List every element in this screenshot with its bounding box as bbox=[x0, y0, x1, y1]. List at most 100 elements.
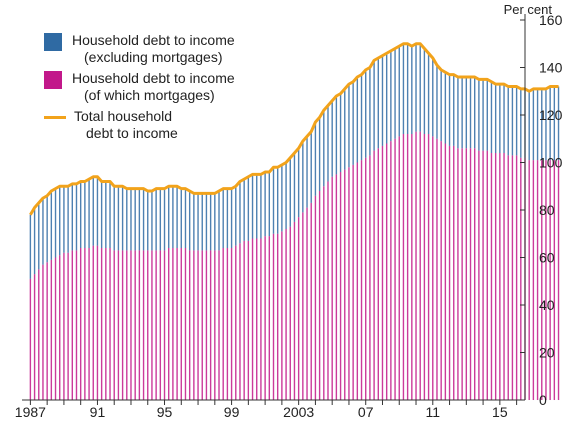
bar-non-mortgage bbox=[218, 191, 220, 251]
bar-non-mortgage bbox=[142, 188, 145, 251]
bar-mortgages bbox=[281, 231, 283, 401]
bar-mortgages bbox=[302, 212, 304, 401]
y-tick-label: 140 bbox=[539, 60, 563, 76]
bar-mortgages bbox=[54, 257, 57, 400]
bar-mortgages bbox=[348, 167, 350, 400]
bar-mortgages bbox=[88, 248, 90, 400]
bar-non-mortgage bbox=[390, 50, 392, 142]
bar-non-mortgage bbox=[272, 167, 275, 234]
bar-non-mortgage bbox=[29, 214, 32, 279]
bar-mortgages bbox=[92, 245, 94, 401]
bar-non-mortgage bbox=[503, 84, 505, 154]
axes-layer: 0 20 40 60 80 100 120 140 160 1987 91 95 99 2003 07 11 1… bbox=[15, 12, 563, 420]
bar-mortgages bbox=[264, 236, 266, 401]
bar-mortgages bbox=[323, 186, 325, 400]
bar-non-mortgage bbox=[406, 43, 409, 134]
y-tick-label: 0 bbox=[539, 392, 547, 408]
bar-mortgages bbox=[448, 145, 451, 400]
bar-mortgages bbox=[465, 148, 468, 400]
bar-non-mortgage bbox=[318, 117, 321, 191]
bar-mortgages bbox=[142, 250, 145, 401]
bar-mortgages bbox=[172, 248, 174, 400]
bar-mortgages bbox=[385, 143, 388, 400]
bar-mortgages bbox=[528, 160, 530, 401]
bar-mortgages bbox=[557, 160, 560, 401]
bar-non-mortgage bbox=[448, 74, 451, 146]
x-tick-label: 95 bbox=[157, 404, 173, 420]
bar-non-mortgage bbox=[260, 174, 262, 239]
bar-non-mortgage bbox=[42, 198, 44, 265]
bar-mortgages bbox=[365, 157, 367, 400]
bar-non-mortgage bbox=[134, 188, 136, 251]
bar-mortgages bbox=[188, 250, 191, 401]
bar-mortgages bbox=[520, 157, 522, 400]
bar-non-mortgage bbox=[46, 195, 48, 263]
bar-non-mortgage bbox=[243, 179, 245, 241]
legend-label-total-line1: Total household bbox=[74, 108, 173, 124]
bar-non-mortgage bbox=[197, 193, 199, 251]
x-tick-label: 07 bbox=[358, 404, 374, 420]
bar-non-mortgage bbox=[314, 122, 317, 196]
bar-non-mortgage bbox=[528, 91, 530, 161]
bar-mortgages bbox=[235, 245, 237, 401]
bar-non-mortgage bbox=[285, 162, 287, 229]
bar-mortgages bbox=[159, 250, 162, 401]
bar-mortgages bbox=[117, 250, 120, 401]
bar-mortgages bbox=[436, 138, 438, 400]
bar-mortgages bbox=[168, 248, 170, 400]
bar-mortgages bbox=[515, 155, 518, 400]
bar-mortgages bbox=[256, 238, 258, 400]
bar-non-mortgage bbox=[180, 188, 182, 249]
bar-mortgages bbox=[239, 243, 241, 400]
bar-mortgages bbox=[230, 248, 233, 400]
bar-non-mortgage bbox=[100, 181, 103, 248]
bar-non-mortgage bbox=[113, 186, 115, 251]
series-line-total bbox=[29, 42, 559, 216]
legend-item-non-mortgage: Household debt to income (excluding mort… bbox=[44, 32, 235, 66]
bar-non-mortgage bbox=[247, 176, 250, 241]
bar-mortgages bbox=[176, 248, 178, 400]
bar-non-mortgage bbox=[373, 60, 375, 151]
bar-mortgages bbox=[453, 145, 455, 400]
bar-non-mortgage bbox=[545, 88, 547, 161]
bar-mortgages bbox=[100, 248, 103, 400]
bar-mortgages bbox=[184, 248, 187, 400]
bar-mortgages bbox=[180, 248, 182, 400]
bar-non-mortgage bbox=[352, 81, 354, 165]
bar-non-mortgage bbox=[444, 72, 447, 144]
bar-non-mortgage bbox=[38, 202, 40, 270]
bar-non-mortgage bbox=[184, 188, 187, 249]
bar-non-mortgage bbox=[344, 88, 346, 170]
bar-mortgages bbox=[75, 250, 78, 401]
bar-mortgages bbox=[138, 250, 141, 401]
y-tick-label: 20 bbox=[539, 345, 555, 361]
y-tick-label: 120 bbox=[539, 107, 563, 123]
bar-non-mortgage bbox=[297, 148, 300, 218]
bar-mortgages bbox=[482, 150, 484, 401]
bar-non-mortgage bbox=[67, 186, 69, 253]
bar-non-mortgage bbox=[398, 46, 400, 137]
bar-mortgages bbox=[151, 250, 153, 401]
bar-non-mortgage bbox=[381, 55, 384, 146]
y-tick-label: 160 bbox=[539, 12, 563, 28]
bar-mortgages bbox=[427, 134, 430, 400]
bar-mortgages bbox=[147, 250, 149, 401]
bar-non-mortgage bbox=[536, 88, 539, 161]
legend-item-mortgages: Household debt to income (of which mortg… bbox=[44, 70, 235, 104]
bar-non-mortgage bbox=[474, 77, 476, 149]
bar-non-mortgage bbox=[365, 69, 367, 158]
bar-mortgages bbox=[276, 233, 279, 400]
bar-mortgages bbox=[38, 269, 40, 401]
bar-mortgages bbox=[306, 207, 308, 401]
bar-non-mortgage bbox=[310, 131, 312, 203]
bar-mortgages bbox=[163, 250, 166, 401]
bar-mortgages bbox=[490, 153, 493, 400]
bar-mortgages bbox=[201, 250, 203, 401]
bar-non-mortgage bbox=[360, 74, 363, 161]
bar-mortgages bbox=[209, 250, 212, 401]
bar-non-mortgage bbox=[520, 88, 522, 158]
bar-mortgages bbox=[390, 141, 392, 401]
bar-mortgages bbox=[289, 226, 291, 401]
legend-line-total bbox=[44, 116, 66, 119]
